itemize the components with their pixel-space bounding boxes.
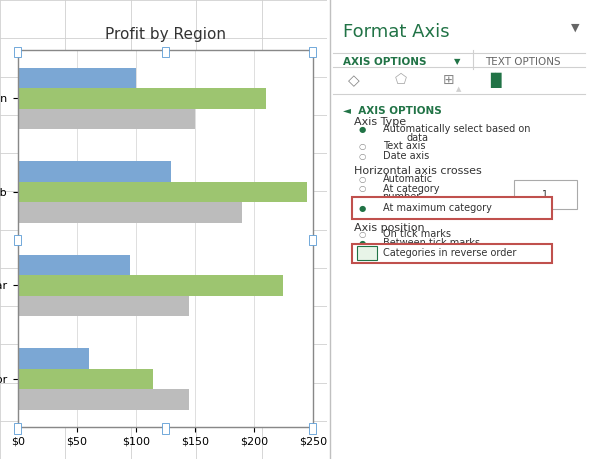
Text: ●: ● [359, 125, 366, 134]
FancyBboxPatch shape [309, 47, 316, 57]
Text: TEXT OPTIONS: TEXT OPTIONS [485, 57, 560, 67]
Bar [18, 88, 266, 109]
FancyBboxPatch shape [514, 180, 577, 209]
Text: ○: ○ [359, 174, 366, 184]
Bar [18, 109, 195, 129]
Text: Text axis: Text axis [382, 141, 425, 151]
FancyBboxPatch shape [357, 246, 376, 260]
Bar [18, 182, 307, 202]
Text: ▲: ▲ [456, 86, 461, 92]
Text: ●: ● [359, 204, 366, 213]
FancyBboxPatch shape [162, 423, 169, 434]
Text: Categories in reverse order: Categories in reverse order [382, 248, 516, 258]
FancyBboxPatch shape [309, 235, 316, 246]
Text: ▼: ▼ [454, 57, 460, 67]
Text: On tick marks: On tick marks [382, 229, 451, 239]
FancyBboxPatch shape [162, 47, 169, 57]
Text: Axis position: Axis position [354, 223, 424, 233]
Text: ◄  AXIS OPTIONS: ◄ AXIS OPTIONS [343, 106, 442, 116]
Bar [18, 202, 242, 223]
Bar [18, 389, 189, 410]
Text: ▐▌: ▐▌ [484, 73, 507, 88]
Text: data: data [406, 133, 428, 143]
Text: ○: ○ [359, 184, 366, 193]
Bar [18, 369, 153, 389]
FancyBboxPatch shape [14, 47, 21, 57]
Text: number: number [382, 192, 421, 202]
Text: Automatically select based on: Automatically select based on [382, 124, 530, 134]
Text: ⬠: ⬠ [395, 73, 407, 87]
Text: Format Axis: Format Axis [343, 23, 450, 41]
Text: ◇: ◇ [348, 73, 359, 88]
Text: Automatic: Automatic [382, 174, 432, 184]
Text: Date axis: Date axis [382, 151, 429, 161]
Text: At maximum category: At maximum category [382, 203, 491, 213]
FancyBboxPatch shape [309, 423, 316, 434]
Text: 1: 1 [542, 190, 549, 200]
Bar [18, 296, 189, 316]
Title: Profit by Region: Profit by Region [104, 28, 226, 42]
Text: At category: At category [382, 184, 439, 194]
Text: Axis Type: Axis Type [354, 117, 406, 127]
FancyBboxPatch shape [352, 244, 552, 263]
Text: AXIS OPTIONS: AXIS OPTIONS [343, 57, 427, 67]
Bar [18, 67, 136, 88]
Text: ✓: ✓ [363, 249, 370, 258]
Bar [18, 255, 130, 275]
Text: ▼: ▼ [571, 23, 579, 33]
Bar [18, 161, 171, 182]
Bar [18, 275, 283, 296]
FancyBboxPatch shape [14, 423, 21, 434]
Text: ○: ○ [359, 230, 366, 239]
Bar [18, 348, 88, 369]
Text: ○: ○ [359, 142, 366, 151]
Text: ⊞: ⊞ [442, 73, 454, 87]
FancyBboxPatch shape [352, 197, 552, 219]
Text: Between tick marks: Between tick marks [382, 238, 480, 248]
Text: ●: ● [359, 239, 366, 248]
FancyBboxPatch shape [14, 235, 21, 246]
Text: Horizontal axis crosses: Horizontal axis crosses [354, 166, 481, 176]
Text: ○: ○ [359, 151, 366, 161]
